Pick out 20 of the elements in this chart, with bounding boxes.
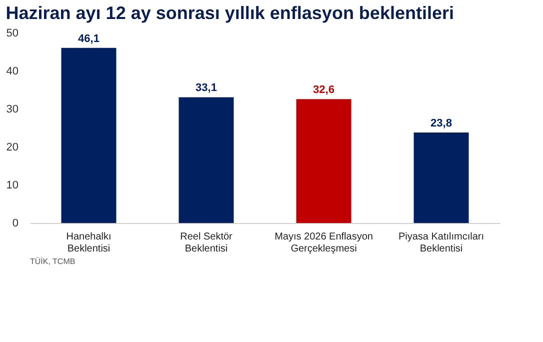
y-tick-label: 30 <box>6 104 18 116</box>
y-tick-label: 20 <box>6 142 18 154</box>
y-tick-label: 0 <box>12 218 18 230</box>
x-tick-label: Reel Sektör Beklentisi <box>180 232 234 254</box>
y-tick-label: 10 <box>6 180 18 192</box>
x-tick-label: Piyasa Katılımcıları Beklentisi <box>398 232 484 254</box>
data-label: 46,1 <box>78 32 100 45</box>
x-tick-label: Mayıs 2026 Enflasyon Gerçekleşmesi <box>274 232 373 254</box>
bar <box>414 132 469 223</box>
chart-title: Haziran ayı 12 ay sonrası yıllık enflasyon beklentileri <box>6 3 454 23</box>
x-tick-label: Hanehalkı Beklentisi <box>66 232 112 254</box>
text: TÜİK, TCMB <box>30 257 76 266</box>
bar <box>178 97 234 223</box>
data-label: 32,6 <box>313 84 334 96</box>
y-tick-label: 40 <box>6 66 18 78</box>
bar <box>296 99 352 223</box>
y-tick-label: 50 <box>6 28 18 40</box>
data-label: 23,8 <box>430 118 452 130</box>
data-label: 33,1 <box>196 82 217 94</box>
bar <box>61 48 116 223</box>
